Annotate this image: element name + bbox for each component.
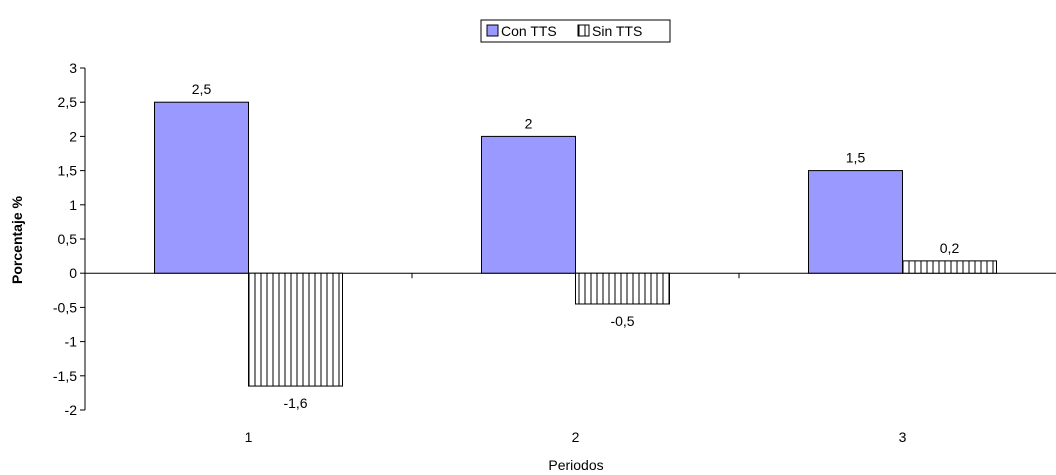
data-labels: 2,5 -1,6 2 -0,5 1,5 0,2 <box>192 81 960 411</box>
y-axis-title: Porcentaje % <box>9 195 25 283</box>
legend-swatch-sin-tts <box>577 24 590 37</box>
y-tick-label: 2,5 <box>58 94 78 110</box>
y-tick-label: -2 <box>65 402 78 418</box>
bar-con-tts-2 <box>481 135 576 274</box>
y-tick-label: 2 <box>69 128 77 144</box>
x-ticks: 1 2 3 <box>245 273 907 445</box>
y-tick-label: 1,5 <box>58 163 78 179</box>
bar-sin-tts-1 <box>248 272 343 387</box>
y-tick-label: -1,5 <box>53 368 77 384</box>
bars <box>154 101 997 387</box>
bar-con-tts-3 <box>808 170 903 274</box>
legend-label-sin-tts: Sin TTS <box>592 23 642 39</box>
y-ticks: 3 2,5 2 1,5 1 0,5 0 -0,5 -1 -1,5 -2 <box>53 60 85 418</box>
x-axis-title: Periodos <box>548 457 603 473</box>
x-tick-label: 1 <box>245 429 253 445</box>
legend-swatch-con-tts <box>486 24 499 37</box>
y-tick-label: 0,5 <box>58 231 78 247</box>
data-label: 0,2 <box>940 240 960 256</box>
data-label: 2,5 <box>192 81 212 97</box>
legend-box <box>480 19 671 43</box>
bar-con-tts-1 <box>154 101 249 274</box>
data-label: -0,5 <box>610 313 634 329</box>
data-label: 2 <box>525 115 533 131</box>
bar-sin-tts-2 <box>575 272 670 305</box>
data-label: 1,5 <box>846 150 866 166</box>
legend-label-con-tts: Con TTS <box>501 23 557 39</box>
y-tick-label: 3 <box>69 60 77 76</box>
y-tick-label: 1 <box>69 197 77 213</box>
y-tick-label: 0 <box>69 265 77 281</box>
y-tick-label: -1 <box>65 334 78 350</box>
bar-sin-tts-3 <box>902 260 997 274</box>
x-tick-label: 3 <box>899 429 907 445</box>
x-tick-label: 2 <box>572 429 580 445</box>
legend: Con TTS Sin TTS <box>480 19 671 43</box>
data-label: -1,6 <box>283 395 307 411</box>
y-tick-label: -0,5 <box>53 299 77 315</box>
